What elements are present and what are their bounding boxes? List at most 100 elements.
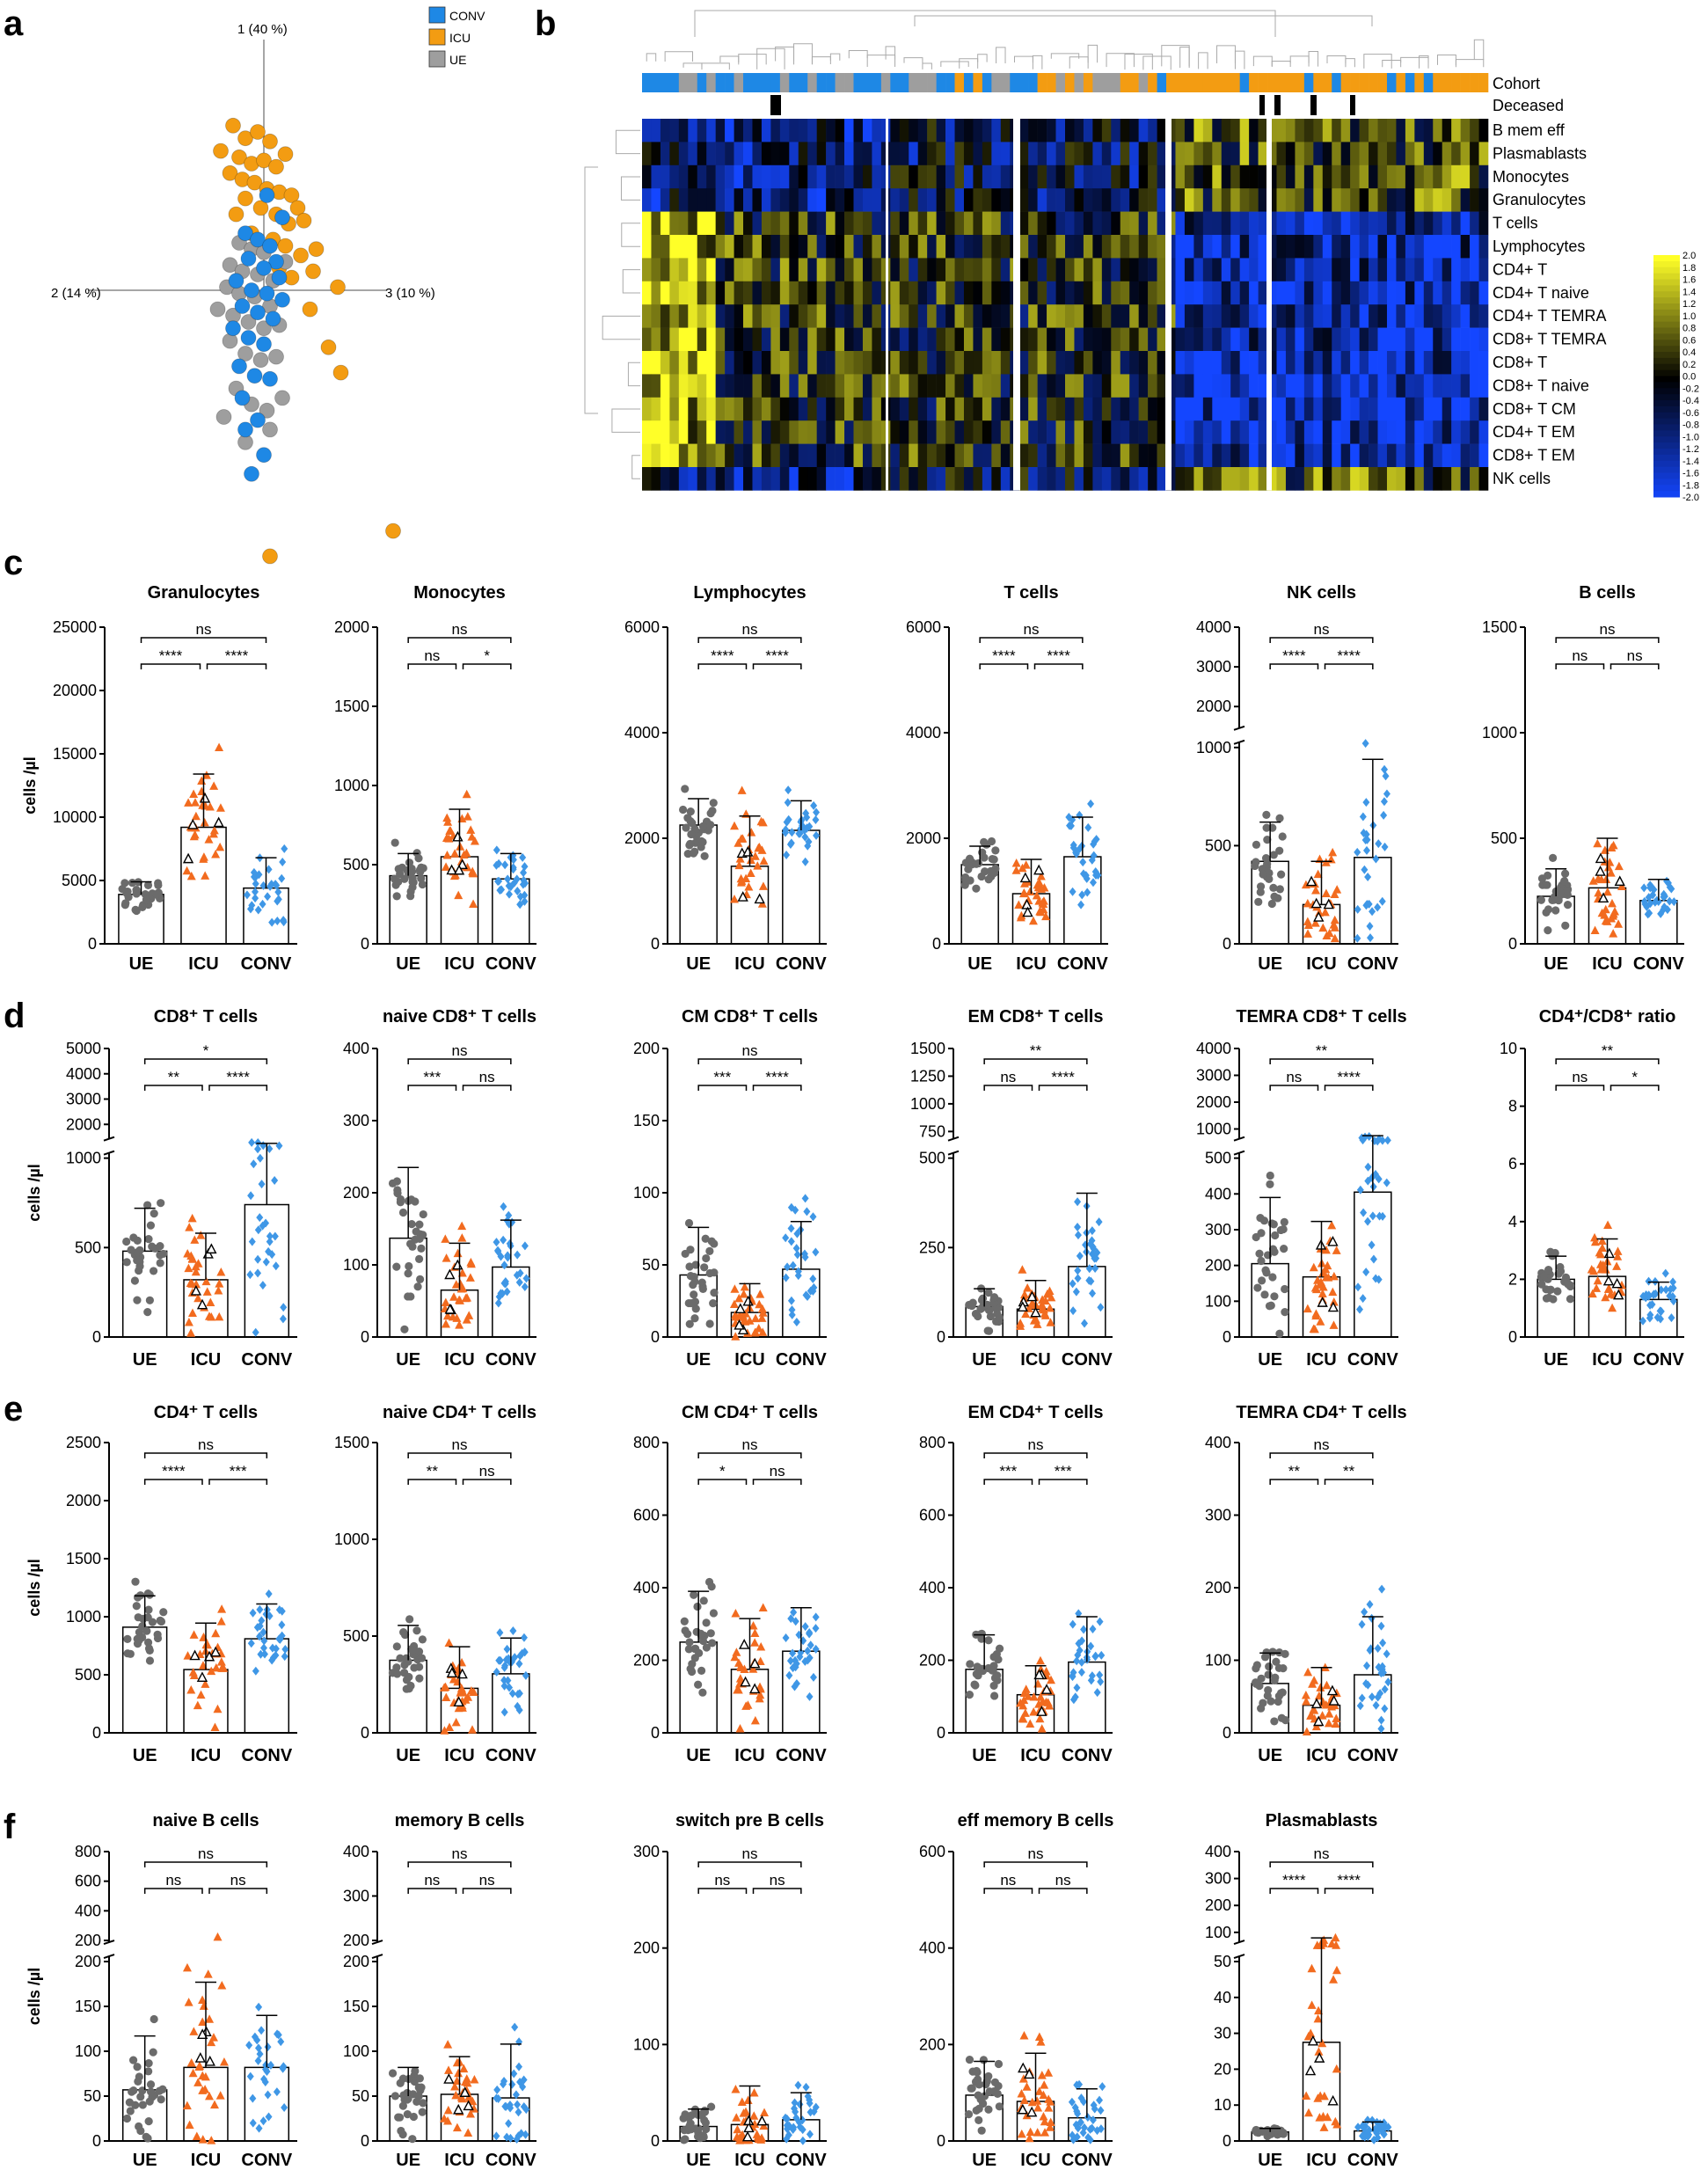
data-point-conv <box>1069 1279 1077 1289</box>
significance-bracket <box>983 1085 1033 1091</box>
data-point-icu <box>187 1213 197 1223</box>
heat-cell <box>1313 443 1324 468</box>
data-point-ue <box>398 863 406 872</box>
data-point-ue <box>134 1593 142 1602</box>
heat-cell <box>669 351 680 375</box>
heat-cell <box>1000 397 1011 421</box>
deceased-point <box>741 2130 754 2142</box>
heat-cell <box>982 188 992 212</box>
data-point-conv <box>1374 1643 1382 1653</box>
data-point-conv <box>1075 1639 1083 1648</box>
data-point-icu <box>1314 2006 1324 2015</box>
heat-cell <box>853 467 864 491</box>
heat-cell <box>835 188 845 212</box>
deceased-point <box>1313 1715 1325 1727</box>
heat-cell <box>991 258 1002 282</box>
heat-cell <box>1083 119 1093 142</box>
data-point-icu <box>185 2120 194 2130</box>
data-point-conv <box>1080 1625 1088 1634</box>
heat-cell <box>1249 235 1259 259</box>
heat-cell <box>1193 281 1204 305</box>
significance-label: **** <box>159 647 183 664</box>
heat-cell <box>807 374 817 398</box>
heat-cell <box>954 467 965 491</box>
heat-cell <box>1239 443 1250 468</box>
heat-cell <box>1350 188 1360 212</box>
heat-cell <box>1037 211 1047 236</box>
data-point-ue <box>978 1294 988 1303</box>
heat-cell <box>669 467 680 491</box>
data-point-ue <box>1262 823 1271 832</box>
pca-point-icu-27 <box>305 263 321 280</box>
data-point-icu <box>1595 1247 1604 1257</box>
heat-cell <box>1239 397 1250 421</box>
data-point-conv <box>1069 1671 1077 1681</box>
data-point-ue <box>679 805 688 815</box>
cohort-cell-12 <box>752 73 763 92</box>
heat-cell <box>1414 374 1425 398</box>
data-point-ue <box>405 1261 413 1271</box>
heat-cell <box>1221 351 1231 375</box>
heat-cell <box>1129 443 1139 468</box>
heat-cell <box>1442 374 1452 398</box>
heat-cell <box>807 351 817 375</box>
heat-cell <box>1478 304 1489 328</box>
heat-cell <box>1000 235 1011 259</box>
x-tick-label: CONV <box>485 1746 536 1765</box>
data-point-conv <box>273 880 281 890</box>
data-point-conv <box>1084 2133 1092 2143</box>
heat-cell <box>1129 327 1139 352</box>
heat-cell <box>1037 188 1047 212</box>
significance-bracket <box>697 637 802 643</box>
heat-cell <box>1175 258 1186 282</box>
data-point-icu <box>216 1657 226 1666</box>
x-tick-label: ICU <box>1592 954 1622 974</box>
y-tick-label: 400 <box>633 1579 660 1596</box>
cohort-cell-36 <box>973 73 983 92</box>
data-point-conv <box>1077 2093 1085 2103</box>
data-point-icu <box>450 849 460 858</box>
data-point-icu <box>184 1998 193 2006</box>
heat-cell <box>669 188 680 212</box>
data-point-ue <box>702 2124 711 2134</box>
data-point-conv <box>264 892 272 902</box>
heat-cell <box>927 235 937 259</box>
heat-cell <box>1055 397 1066 421</box>
data-point-icu <box>458 1283 468 1293</box>
data-point-conv <box>1088 1249 1096 1259</box>
data-point-conv <box>1380 2123 1388 2132</box>
data-point-icu <box>216 1617 226 1626</box>
significance-label: ns <box>452 1042 468 1059</box>
col-dendro-branch <box>848 50 868 59</box>
deceased-point <box>1317 1297 1328 1307</box>
heat-cell <box>807 327 817 352</box>
cohort-cell-28 <box>899 73 909 92</box>
data-point-icu <box>1314 2047 1324 2056</box>
heat-cell <box>1018 281 1029 305</box>
heat-cell <box>1120 443 1130 468</box>
heat-cell <box>1065 142 1075 166</box>
heat-cell <box>715 164 726 189</box>
heat-cell <box>1202 443 1213 468</box>
data-point-icu <box>730 821 740 830</box>
deceased-point <box>196 1671 208 1683</box>
heat-cell <box>917 327 928 352</box>
deceased-mark-0 <box>770 95 781 115</box>
data-point-conv <box>1364 873 1372 882</box>
colorbar-tick: -0.8 <box>1682 420 1699 431</box>
cohort-cell-54 <box>1138 73 1149 92</box>
heat-cell <box>963 281 974 305</box>
heat-cell <box>642 374 652 398</box>
data-point-conv <box>802 808 810 818</box>
heat-cell <box>1120 119 1130 142</box>
heat-cell <box>1369 119 1378 142</box>
data-point-conv <box>275 1605 283 1615</box>
data-point-icu <box>1037 1724 1047 1733</box>
pca-point-ue-13 <box>256 320 272 337</box>
heat-cell <box>1202 374 1213 398</box>
heat-cell <box>779 211 790 236</box>
data-point-icu <box>203 1969 213 1978</box>
colorbar-step <box>1653 388 1680 395</box>
heat-cell <box>872 142 882 166</box>
heat-cell <box>1037 119 1047 142</box>
